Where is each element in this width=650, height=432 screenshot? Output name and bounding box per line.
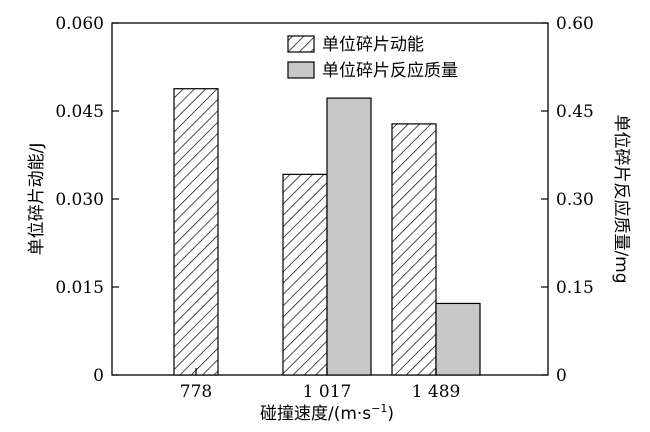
y-right-tick-label-0: 0	[556, 366, 567, 386]
bar-kinetic-energy-2	[391, 123, 437, 376]
x-axis-label-superscript: −1	[371, 402, 387, 415]
ticks-group: 0 0.015 0.030 0.045 0.060 0 0.15 0.30 0.45 0.60 77…	[55, 14, 594, 402]
x-tick-label-1: 1 017	[303, 382, 352, 402]
y-left-tick-label-1: 0.015	[55, 278, 104, 298]
y-right-tick-label-1: 0.15	[556, 278, 594, 298]
y-axis-right-label: 单位碎片反应质量/mg	[611, 114, 631, 283]
legend: 单位碎片动能 单位碎片反应质量	[287, 35, 458, 81]
bar-reaction-mass-1	[326, 97, 372, 376]
x-axis-label: 碰撞速度/(m·s−1)	[260, 402, 394, 424]
legend-label-reaction-mass: 单位碎片反应质量	[322, 61, 458, 81]
x-axis-label-close: )	[387, 404, 394, 424]
x-tick-label-0: 778	[180, 382, 212, 402]
x-tick-label-2: 1 489	[412, 382, 461, 402]
y-right-tick-label-2: 0.30	[556, 190, 594, 210]
y-left-tick-label-3: 0.045	[55, 102, 104, 122]
bar-kinetic-energy-1	[282, 173, 328, 376]
legend-swatch-kinetic-energy	[287, 35, 315, 53]
bar-reaction-mass-2	[435, 302, 481, 376]
y-left-tick-label-2: 0.030	[55, 190, 104, 210]
x-axis-label-main: 碰撞速度/(m·s	[260, 404, 371, 424]
y-left-tick-label-4: 0.060	[55, 14, 104, 34]
y-axis-left-label: 单位碎片动能/J	[27, 143, 47, 256]
y-left-tick-label-0: 0	[93, 366, 104, 386]
bars-group	[173, 88, 481, 376]
y-right-tick-label-4: 0.60	[556, 14, 594, 34]
legend-swatch-reaction-mass	[287, 61, 315, 79]
y-right-tick-label-3: 0.45	[556, 102, 594, 122]
legend-label-kinetic-energy: 单位碎片动能	[322, 35, 424, 55]
bar-kinetic-energy-0	[173, 88, 219, 376]
